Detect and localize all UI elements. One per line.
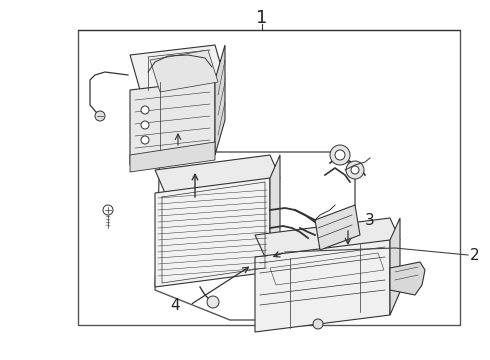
Circle shape	[346, 161, 364, 179]
Polygon shape	[130, 80, 215, 165]
Polygon shape	[255, 240, 390, 332]
Circle shape	[141, 106, 149, 114]
Polygon shape	[155, 178, 270, 287]
Circle shape	[207, 296, 219, 308]
Text: 1: 1	[256, 9, 268, 27]
Circle shape	[330, 145, 350, 165]
Text: 2: 2	[470, 248, 480, 262]
Circle shape	[335, 150, 345, 160]
Polygon shape	[155, 155, 280, 193]
Circle shape	[95, 111, 105, 121]
Circle shape	[351, 166, 359, 174]
Circle shape	[141, 121, 149, 129]
Bar	[78, 30, 460, 325]
Text: 4: 4	[170, 297, 180, 312]
Polygon shape	[130, 45, 225, 90]
Polygon shape	[315, 205, 360, 250]
Polygon shape	[255, 218, 400, 257]
Polygon shape	[270, 155, 280, 272]
Circle shape	[141, 136, 149, 144]
Text: 3: 3	[365, 212, 375, 228]
Polygon shape	[390, 262, 425, 295]
Polygon shape	[150, 50, 218, 92]
Polygon shape	[215, 45, 225, 155]
Polygon shape	[130, 142, 215, 172]
Polygon shape	[390, 218, 400, 315]
Circle shape	[103, 205, 113, 215]
Circle shape	[313, 319, 323, 329]
